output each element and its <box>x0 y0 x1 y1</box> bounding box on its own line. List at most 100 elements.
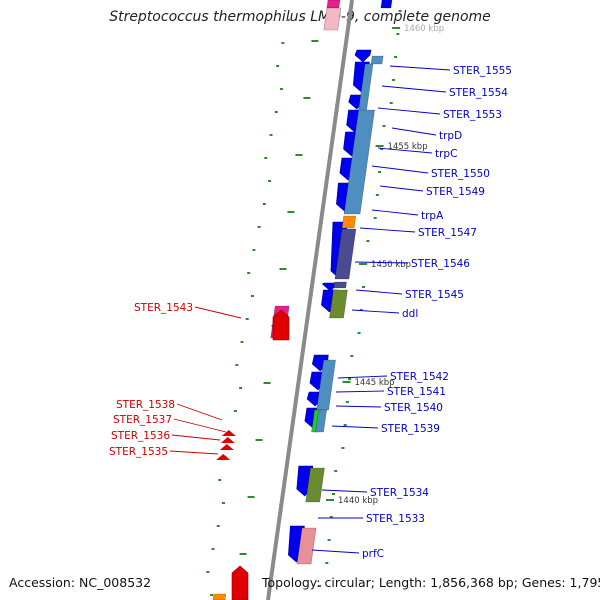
gc-mark <box>250 295 254 297</box>
cds-reverse-arrow <box>231 565 249 600</box>
gene-label-forward: STER_1546 <box>411 258 470 270</box>
cog-block <box>305 467 325 503</box>
callout-line <box>377 147 433 154</box>
cds-forward <box>380 0 393 9</box>
gc-mark <box>366 240 370 242</box>
callout-line <box>173 418 227 433</box>
cds-reverse-arrow <box>272 309 290 341</box>
gene-label-reverse: STER_1538 <box>116 399 175 411</box>
gc-mark <box>303 97 311 99</box>
cog-block <box>341 215 357 229</box>
gc-mark <box>286 19 290 21</box>
cog-block <box>323 7 342 31</box>
callout-line <box>371 209 419 216</box>
gene-label-forward: STER_1553 <box>443 109 502 121</box>
gc-mark <box>350 355 354 357</box>
gc-mark <box>274 111 278 113</box>
gc-mark <box>295 154 303 156</box>
callout-line <box>354 261 409 264</box>
map-title: Streptococcus thermophilus LMD-9, comple… <box>109 9 491 25</box>
cds-reverse-small <box>219 444 234 450</box>
gc-mark <box>318 585 322 587</box>
callout-line <box>389 65 451 71</box>
callout-line <box>335 390 385 393</box>
cds-reverse-small <box>221 430 236 436</box>
gc-mark <box>329 516 333 518</box>
gc-mark <box>206 571 210 573</box>
gc-mark <box>373 217 377 219</box>
gc-mark <box>325 562 329 564</box>
gc-mark <box>359 309 363 311</box>
gc-mark <box>334 470 338 472</box>
cog-block <box>315 409 327 433</box>
gc-mark <box>394 56 398 58</box>
gc-mark <box>240 341 244 343</box>
gene-label-forward: STER_1533 <box>366 513 425 525</box>
gc-mark <box>327 539 331 541</box>
backbone <box>266 0 354 600</box>
callout-line <box>169 450 219 455</box>
callout-line <box>176 403 223 421</box>
gc-mark <box>247 496 255 498</box>
gene-label-forward: STER_1539 <box>381 423 440 435</box>
gene-label-forward: trpA <box>421 210 444 222</box>
gc-mark <box>255 439 263 441</box>
gc-mark <box>247 272 251 274</box>
gc-mark <box>239 553 247 555</box>
cog-block <box>296 527 317 565</box>
gene-label-forward: STER_1542 <box>390 371 449 383</box>
gene-label-forward: STER_1549 <box>426 186 485 198</box>
callout-line <box>331 425 379 429</box>
cog-block <box>370 55 384 65</box>
feature-track <box>212 0 393 600</box>
gc-mark <box>263 382 271 384</box>
gc-mark <box>233 410 237 412</box>
accession-label: Accession: NC_008532 <box>9 575 152 590</box>
gc-mark <box>257 226 261 228</box>
cog-block <box>326 0 341 9</box>
gc-mark <box>391 79 395 81</box>
callout-line <box>321 489 368 493</box>
kbp-ticks: 1460 kbp 1455 kbp 1450 kbp 1445 kbp 1440 kbp <box>326 24 444 506</box>
gc-mark <box>396 33 400 35</box>
gc-mark <box>269 134 273 136</box>
callout-line <box>311 549 360 554</box>
gc-mark <box>361 286 365 288</box>
gc-mark <box>279 268 287 270</box>
gene-callouts: STER_1555 STER_1554 STER_1553 trpD trpC STER_… <box>109 65 512 560</box>
gc-mark <box>211 548 215 550</box>
gc-mark <box>382 125 386 127</box>
cog-block <box>333 281 347 289</box>
callout-line <box>379 185 424 192</box>
gc-mark <box>331 493 335 495</box>
callout-line <box>351 309 400 314</box>
callout-line <box>359 227 416 233</box>
gc-mark <box>239 387 243 389</box>
gc-mark <box>378 171 382 173</box>
gc-mark <box>245 318 249 320</box>
gc-mark <box>380 148 384 150</box>
callout-line <box>371 165 429 174</box>
gc-mark <box>218 479 222 481</box>
gene-label-reverse: STER_1536 <box>111 430 170 442</box>
callout-line <box>391 127 437 136</box>
kbp-tick-label: 1445 kbp <box>355 378 395 388</box>
kbp-tick-label: 1440 kbp <box>338 496 378 506</box>
callout-line <box>337 375 388 379</box>
gc-mark <box>264 157 268 159</box>
gc-mark <box>262 203 266 205</box>
gc-mark <box>252 249 256 251</box>
gene-label-forward: STER_1540 <box>384 402 443 414</box>
kbp-tick-label: 1450 kbp <box>371 260 411 270</box>
callout-line <box>377 107 441 115</box>
gene-label-forward: STER_1541 <box>387 386 446 398</box>
cog-block <box>329 289 348 319</box>
callout-line <box>381 85 447 93</box>
kbp-tick-label: 1455 kbp <box>388 142 428 152</box>
cds-reverse-small <box>216 454 231 460</box>
gc-mark <box>221 502 225 504</box>
gc-mark <box>235 364 239 366</box>
cog-block <box>212 593 227 600</box>
callout-line <box>335 405 382 408</box>
gene-label-reverse: STER_1535 <box>109 446 168 458</box>
